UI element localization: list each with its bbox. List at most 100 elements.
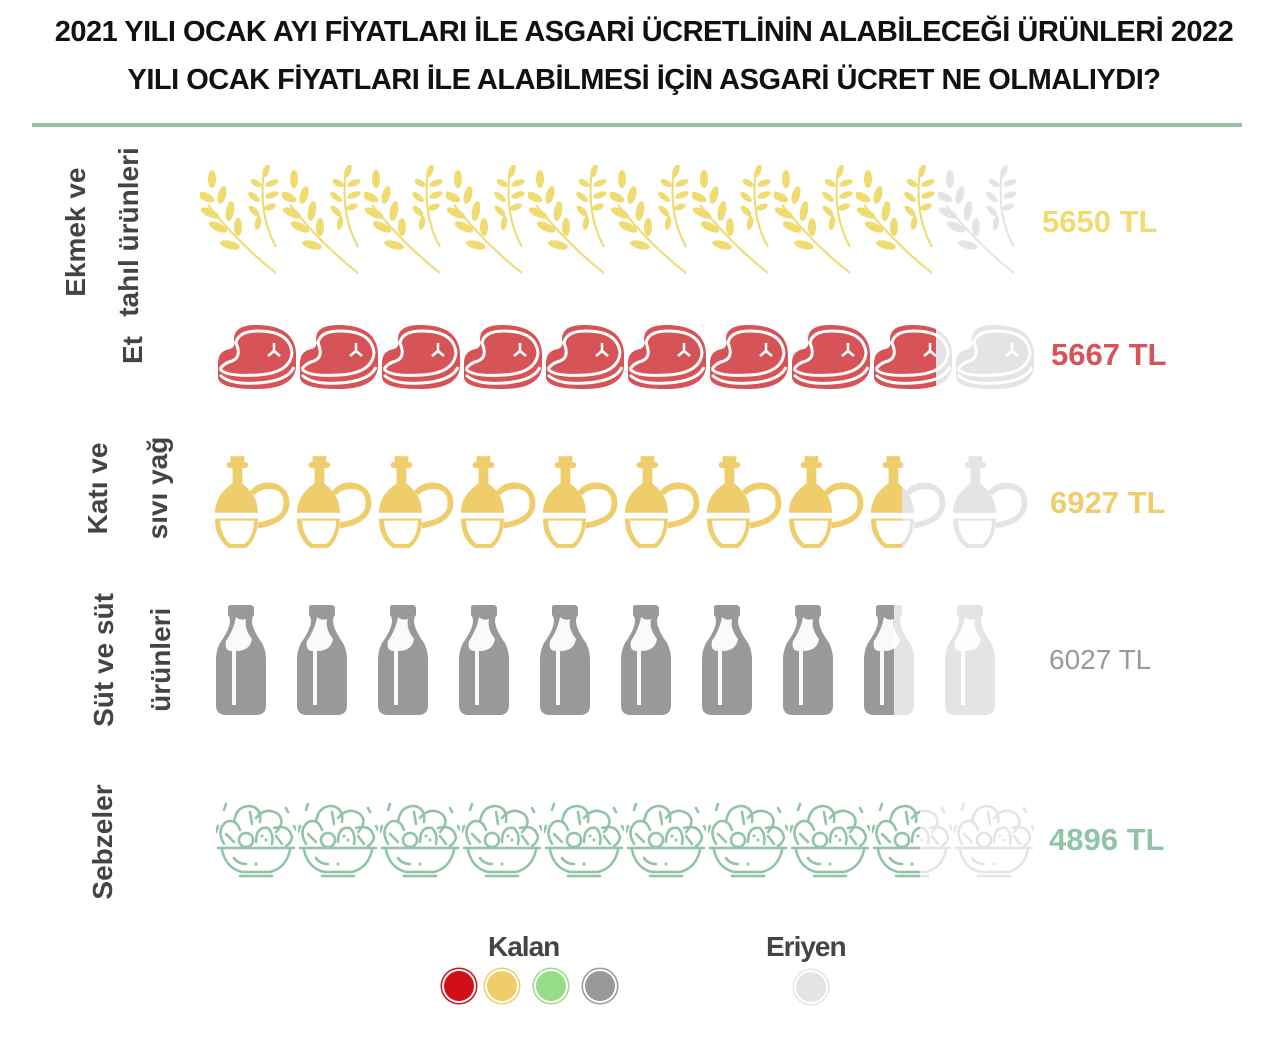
icon-fill [544,800,624,878]
icon-fill [380,323,460,389]
page-title: 2021 YILI OCAK AYI FİYATLARI İLE ASGARİ … [0,8,1288,104]
legend-kalan-swatch [487,971,517,1001]
value-label: 6927 TL [1050,485,1166,520]
milk-bottle-icon [783,605,833,715]
icon-fill [462,800,542,878]
legend-kalan-swatch [585,971,615,1001]
row-label: Sebzeler [76,784,130,899]
oil-jug-icon [625,455,703,553]
wheat-icon [938,165,1018,277]
value-label: 5667 TL [1051,337,1167,372]
icon-fill [708,323,788,389]
title-divider [32,123,1242,127]
icon-fill [540,605,590,715]
icon-fill [380,800,460,878]
icon-row [216,800,1036,878]
icon-row [216,323,1036,389]
icon-fill [462,323,542,389]
steak-icon [544,323,624,389]
steak-icon [216,323,296,389]
row-label-line: sıvı yağ [142,436,173,540]
icon-fill [708,800,788,878]
milk-bottle-icon [540,605,590,715]
icon-fill [446,165,526,277]
icon-fill [364,165,444,277]
icon-fill [378,605,428,715]
icon-fill [282,165,362,277]
icon-fill [298,800,378,878]
icon-fill [790,800,870,878]
icon-fill [864,605,894,715]
icon-fill [216,323,296,389]
legend-eriyen-swatch [796,972,826,1002]
icon-fill [215,455,293,553]
icon-row [216,605,1026,715]
milk-bottle-icon [945,605,995,715]
legend-kalan-label: Kalan [488,931,560,962]
wheat-icon [282,165,362,277]
wheat-icon [528,165,608,277]
row-label: Süt ve süt ürünleri [75,593,189,727]
steak-icon [380,323,460,389]
icon-fill [459,605,509,715]
icon-row [200,165,1020,277]
oil-jug-icon [297,455,375,553]
milk-bottle-icon [378,605,428,715]
salad-bowl-icon [872,800,952,878]
steak-icon [790,323,870,389]
salad-bowl-icon [216,800,296,878]
icon-fill [707,455,785,553]
milk-bottle-icon [702,605,752,715]
wheat-icon [856,165,936,277]
milk-bottle-icon [621,605,671,715]
oil-jug-icon [379,455,457,553]
row-label-line: Ekmek ve [59,167,91,297]
wheat-icon [364,165,444,277]
icon-fill [692,165,772,277]
row-label: Ekmek ve tahıl ürünleri [49,147,155,317]
milk-bottle-icon [216,605,266,715]
icon-fill [216,800,296,878]
icon-fill [544,323,624,389]
legend-kalan-swatch [536,971,566,1001]
icon-fill [626,323,706,389]
salad-bowl-icon [462,800,542,878]
salad-bowl-icon [790,800,870,878]
title-line-2: YILI OCAK FİYATLARI İLE ALABİLMESİ İÇİN … [127,64,1161,96]
oil-jug-icon [215,455,293,553]
oil-jug-icon [789,455,867,553]
icon-fill [871,455,902,553]
title-line-1: 2021 YILI OCAK AYI FİYATLARI İLE ASGARİ … [54,16,1234,48]
icon-row [215,455,1035,553]
icon-fill [872,323,936,389]
wheat-icon [774,165,854,277]
salad-bowl-icon [626,800,706,878]
legend-kalan-swatch [444,971,474,1001]
wheat-icon [446,165,526,277]
icon-fill [783,605,833,715]
row-label-line: Katı ve [82,442,113,534]
value-label: 4896 TL [1049,822,1165,857]
value-label: 5650 TL [1042,204,1158,239]
icon-fill [610,165,690,277]
salad-bowl-icon [708,800,788,878]
icon-fill [774,165,854,277]
oil-jug-icon [461,455,539,553]
icon-fill [856,165,936,277]
milk-bottle-icon [297,605,347,715]
steak-icon [626,323,706,389]
icon-fill [872,800,920,878]
icon-fill [626,800,706,878]
salad-bowl-icon [954,800,1034,878]
icon-fill [461,455,539,553]
salad-bowl-icon [380,800,460,878]
row-label-line: ürünleri [144,607,176,713]
oil-jug-icon [871,455,949,553]
milk-bottle-icon [459,605,509,715]
oil-jug-icon [543,455,621,553]
row-label-line: Süt ve süt [87,593,119,727]
row-label: Et [106,336,160,364]
value-label: 6027 TL [1049,644,1152,675]
icon-fill [297,605,347,715]
icon-fill [297,455,375,553]
